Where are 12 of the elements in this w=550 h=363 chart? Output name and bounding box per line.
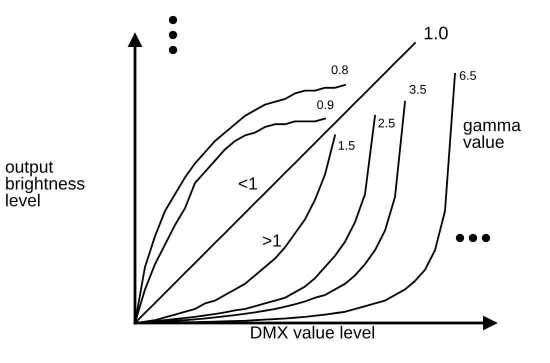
series-label: 1.0 <box>424 26 448 40</box>
series-label: 2.5 <box>378 118 395 128</box>
series-label: 3.5 <box>410 84 426 94</box>
series-label: 6.5 <box>460 71 476 80</box>
y-axis-title: output brightness level <box>6 161 84 206</box>
annotation: <1 <box>238 178 257 190</box>
annotation: >1 <box>262 234 281 246</box>
series-label: 0.8 <box>332 65 348 74</box>
text: gamma value <box>463 122 521 148</box>
x-axis-title: DMX value level <box>251 326 374 339</box>
series-label: 0.9 <box>317 100 334 110</box>
series-label: 1.5 <box>338 141 355 150</box>
